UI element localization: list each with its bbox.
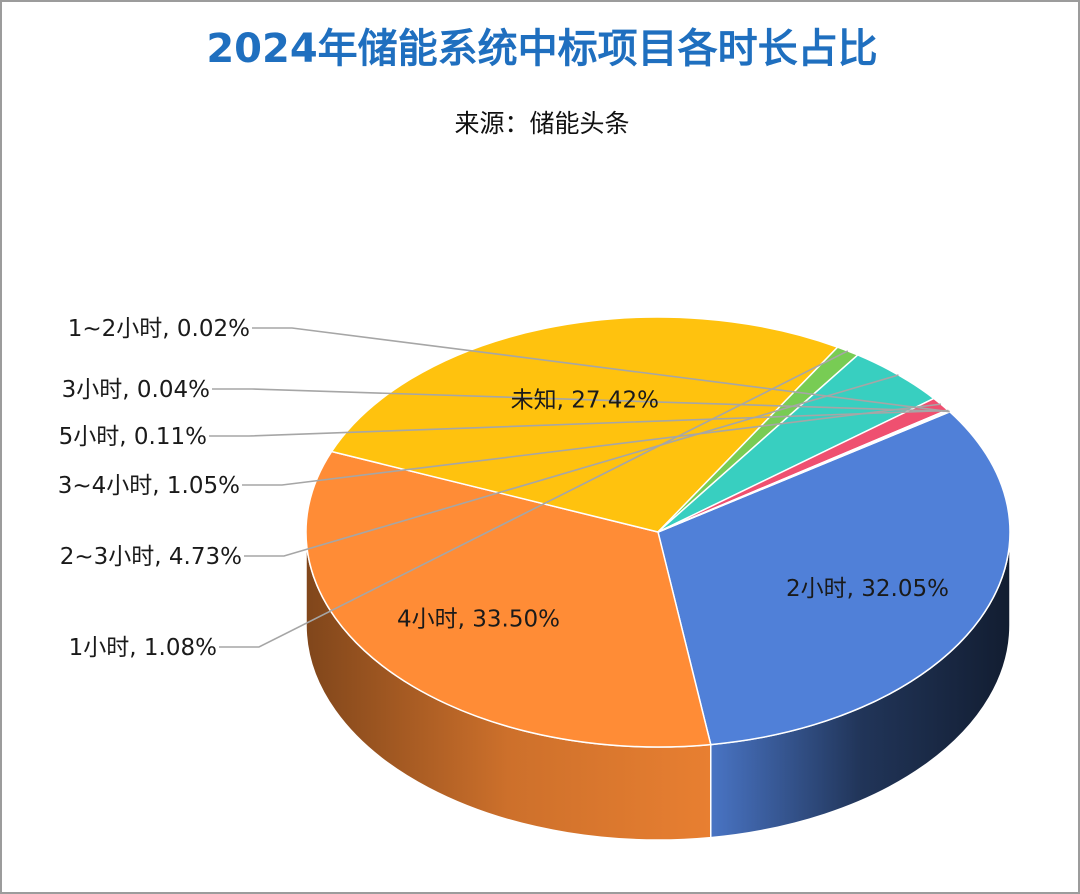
callout-label-1小时: 1小时, 1.08% bbox=[69, 635, 217, 661]
callout-label-3~4小时: 3~4小时, 1.05% bbox=[58, 473, 240, 499]
callout-label-1~2小时: 1~2小时, 0.02% bbox=[68, 316, 250, 342]
leader-line-3小时 bbox=[212, 388, 950, 413]
leader-lines bbox=[209, 327, 950, 648]
leader-line-3~4小时 bbox=[242, 403, 942, 486]
slice-label-4小时: 4小时, 33.50% bbox=[397, 607, 560, 633]
slice-labels: 2小时, 32.05% 4小时, 33.50% 未知, 27.42% 1~2小时, 0… bbox=[58, 316, 949, 661]
leader-line-2~3小时 bbox=[244, 374, 899, 557]
callout-label-5小时: 5小时, 0.11% bbox=[59, 424, 207, 450]
leader-line-1小时 bbox=[219, 350, 849, 648]
callout-label-3小时: 3小时, 0.04% bbox=[62, 377, 210, 403]
slice-label-未知: 未知, 27.42% bbox=[511, 388, 659, 414]
chart-subtitle: 来源：储能头条 bbox=[454, 109, 630, 138]
pie-slice-4小时 bbox=[305, 450, 712, 748]
pie-slice-2小时 bbox=[657, 410, 1011, 746]
callout-label-2~3小时: 2~3小时, 4.73% bbox=[60, 544, 242, 570]
leader-line-1~2小时 bbox=[252, 327, 950, 413]
leader-line-5小时 bbox=[209, 409, 949, 437]
slice-label-2小时: 2小时, 32.05% bbox=[786, 576, 949, 602]
chart-title: 2024年储能系统中标项目各时长占比 bbox=[206, 26, 878, 72]
pie-top-face bbox=[305, 316, 1011, 748]
